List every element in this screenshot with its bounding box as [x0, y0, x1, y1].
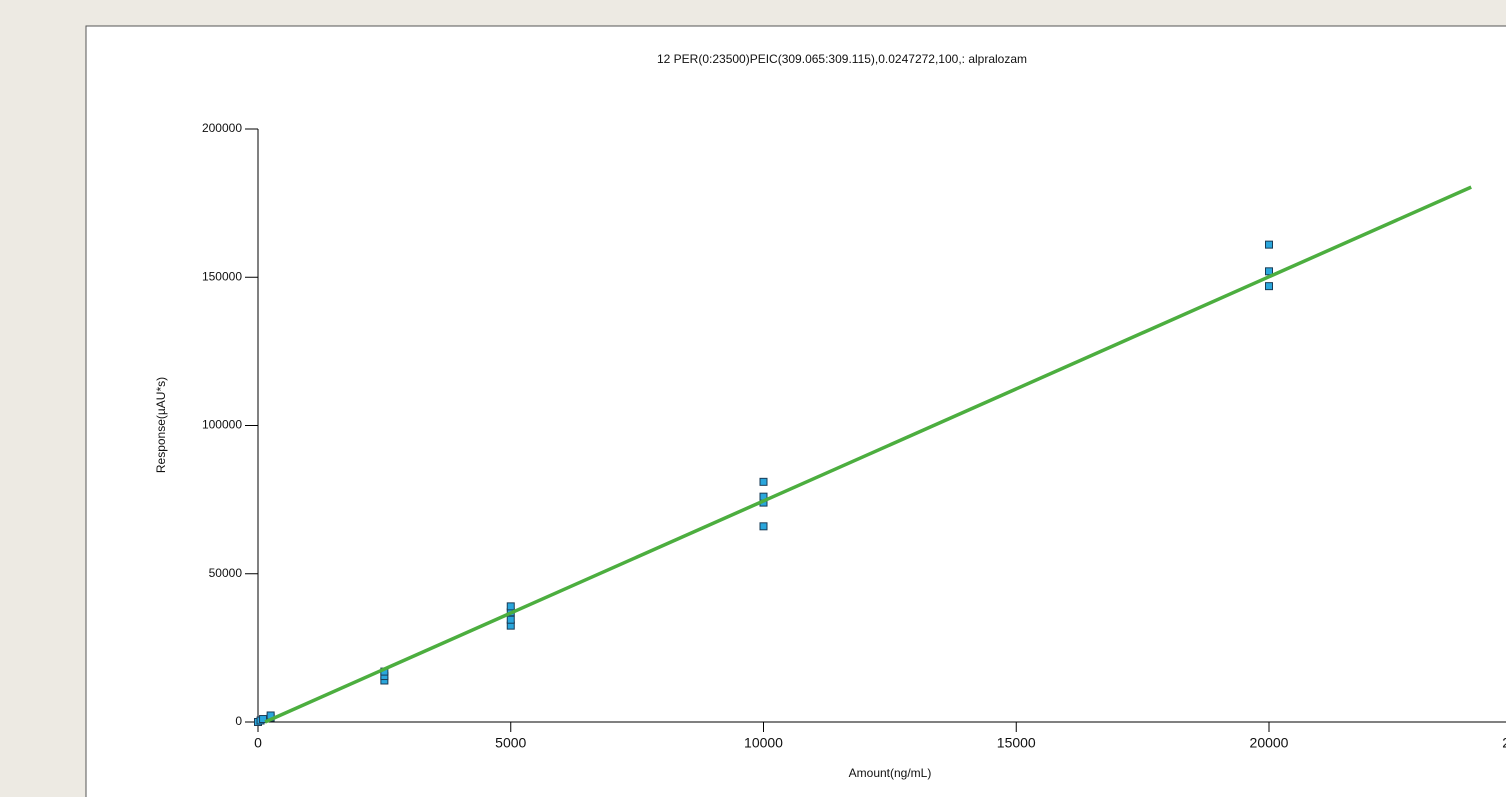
- x-tick-label: 5000: [495, 735, 526, 751]
- data-point: [1265, 240, 1273, 249]
- data-point: [259, 715, 268, 724]
- x-axis-label: Amount(ng/mL): [849, 766, 932, 780]
- y-tick-label: 200000: [202, 121, 242, 135]
- y-tick-label: 100000: [202, 418, 242, 432]
- x-tick-label: 25000: [1502, 735, 1506, 751]
- y-tick-label: 50000: [209, 566, 243, 580]
- data-point: [506, 602, 515, 611]
- y-tick-label: 150000: [202, 269, 242, 283]
- data-point: [1265, 282, 1273, 291]
- data-point: [759, 477, 768, 486]
- data-point: [506, 615, 515, 624]
- x-tick-label: 0: [254, 735, 262, 751]
- y-axis-label: Response(µAU*s): [154, 377, 168, 473]
- data-point: [1265, 267, 1273, 276]
- fit-line: [264, 185, 1472, 724]
- y-tick-label: 0: [235, 714, 242, 728]
- x-tick-label: 15000: [997, 735, 1036, 751]
- x-tick-label: 20000: [1250, 735, 1289, 751]
- data-point: [759, 522, 768, 531]
- chart-title: 12 PER(0:23500)PEIC(309.065:309.115),0.0…: [657, 52, 1027, 66]
- plot-panel: [85, 25, 1506, 797]
- x-tick-label: 10000: [744, 735, 783, 751]
